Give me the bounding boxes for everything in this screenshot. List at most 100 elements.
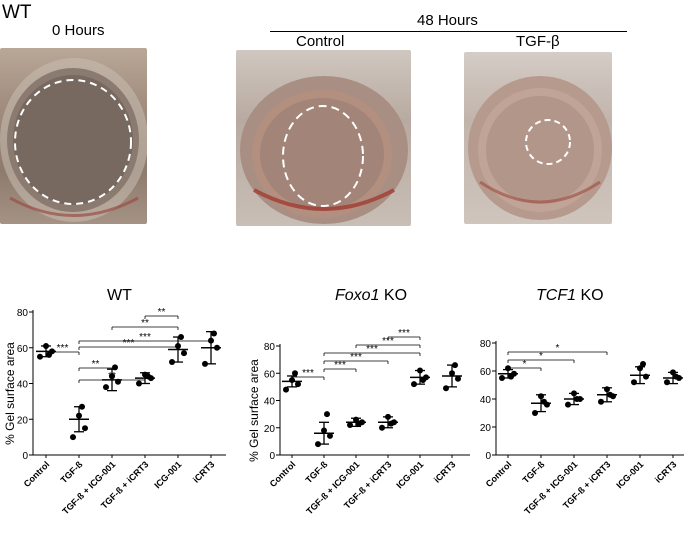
chart3-sig-label-1: * xyxy=(539,351,543,362)
chart1-point-0-3 xyxy=(46,351,52,358)
chart1-ytick-label-0: 0 xyxy=(22,451,28,462)
bracket-48-hours xyxy=(270,31,627,32)
chart2-ytick-label-0: 0 xyxy=(269,451,275,462)
chart1-point-4-0 xyxy=(169,359,175,366)
chart1-ytick-label-2: 40 xyxy=(17,380,29,391)
chart3-point-3-0 xyxy=(598,398,604,405)
chart2-point-5-3 xyxy=(452,362,458,369)
photo-0-hours xyxy=(0,48,147,224)
chart3-point-1-0 xyxy=(532,410,538,416)
chart1-point-1-3 xyxy=(79,403,85,410)
chart2-point-4-3 xyxy=(420,377,426,384)
chart1-sig-label-3: *** xyxy=(123,338,135,349)
chart1-point-5-3 xyxy=(211,330,217,337)
chart2-point-1-2 xyxy=(321,427,327,434)
chart1-sig-label-5: ** xyxy=(141,318,149,329)
chart2-point-2-0 xyxy=(347,422,353,429)
chart2-sig-label-4: *** xyxy=(382,336,394,347)
chart3-point-1-2 xyxy=(538,393,544,400)
chart3-point-4-2 xyxy=(637,365,643,372)
chart1-point-2-0 xyxy=(103,384,109,391)
chart2-ytick-label-1: 20 xyxy=(264,424,276,435)
chart1-xtick-label-4: ICG-001 xyxy=(152,459,183,490)
chart2-point-0-3 xyxy=(292,370,298,377)
chart1-point-1-2 xyxy=(76,412,82,419)
chart-title-wt: WT xyxy=(107,287,132,305)
chart1-ytick-label-1: 20 xyxy=(17,415,29,426)
chart3-point-5-2 xyxy=(670,369,676,376)
chart2-sig-label-0: *** xyxy=(302,368,314,379)
chart2-point-3-2 xyxy=(385,413,391,420)
chart3-ytick-label-4: 80 xyxy=(480,339,492,350)
photo-tgf-48h xyxy=(464,52,612,224)
chart2-sig-label-1: *** xyxy=(334,360,346,371)
chart3-point-4-1 xyxy=(643,373,649,380)
chart2-point-5-1 xyxy=(455,375,461,382)
chart3-ytick-label-3: 60 xyxy=(480,367,492,378)
chart2-point-1-3 xyxy=(324,411,330,418)
chart1-point-0-0 xyxy=(37,353,43,360)
chart3-ytick-label-0: 0 xyxy=(485,451,491,462)
chart1-ylabel: % Gel surface area xyxy=(3,342,17,445)
chart-title-foxo1-text: KO xyxy=(383,287,408,304)
chart1-sig-label-0: *** xyxy=(57,343,69,354)
chart1-point-4-2 xyxy=(175,342,181,349)
well-image-control xyxy=(240,76,408,224)
chart2-point-4-2 xyxy=(417,367,423,374)
chart1-xtick-label-0: Control xyxy=(22,459,52,489)
chart3-point-0-3 xyxy=(508,373,514,380)
chart1-xtick-label-1: TGF-ß xyxy=(59,459,85,485)
chart3-sig-label-0: * xyxy=(523,359,527,370)
chart2-xtick-label-0: Control xyxy=(268,459,298,489)
chart3-point-2-0 xyxy=(565,401,571,408)
chart3-point-2-2 xyxy=(571,390,577,397)
chart3-point-2-3 xyxy=(574,396,580,402)
chart2-point-3-0 xyxy=(379,424,385,431)
chart1-sig-label-2: ** xyxy=(108,371,116,382)
chart2-ytick-label-4: 80 xyxy=(264,342,276,353)
chart1-point-2-2 xyxy=(109,373,115,380)
chart2-point-3-3 xyxy=(388,420,394,427)
chart2-xtick-label-4: ICG-001 xyxy=(394,459,425,490)
chart3-point-4-0 xyxy=(631,379,637,386)
chart-title-tcf1-text: KO xyxy=(580,287,604,304)
chart-title-tcf1-gene: TCF1 xyxy=(536,287,576,304)
chart1-point-3-0 xyxy=(136,380,142,387)
chart2-point-2-3 xyxy=(356,420,362,427)
chart2-point-0-1 xyxy=(295,381,301,388)
chart1-point-5-1 xyxy=(214,344,220,351)
panel-label-wt: WT xyxy=(2,2,32,23)
chart1-ytick-label-4: 80 xyxy=(17,308,29,319)
chart2-xtick-label-5: iCRT3 xyxy=(432,459,457,484)
chart3-xtick-label-5: iCRT3 xyxy=(653,459,678,484)
chart2-sig-label-5: *** xyxy=(398,328,410,339)
chart2-ytick-label-3: 60 xyxy=(264,369,276,380)
well-image-tgf xyxy=(468,76,612,220)
chart-title-foxo1: Foxo1 KO xyxy=(335,287,407,305)
chart2-point-5-2 xyxy=(449,370,455,377)
photo-control-48h xyxy=(236,50,411,226)
chart1-point-0-2 xyxy=(43,342,49,349)
chart3-point-5-0 xyxy=(664,379,670,386)
chart1-point-3-3 xyxy=(145,373,151,380)
chart3-point-5-3 xyxy=(673,373,679,380)
chart2-ylabel: % Gel surface area xyxy=(247,359,261,462)
chart2-ytick-label-2: 40 xyxy=(264,397,276,408)
chart1-point-5-0 xyxy=(202,360,208,367)
chart3-point-3-2 xyxy=(604,386,610,393)
chart3-xtick-label-1: TGF-ß xyxy=(521,459,547,485)
chart2-point-1-0 xyxy=(315,441,321,448)
chart1-xtick-label-5: iCRT3 xyxy=(191,459,216,484)
chart2-point-0-2 xyxy=(289,377,295,384)
chart2-sig-label-3: *** xyxy=(366,344,378,355)
chart3-point-4-3 xyxy=(640,361,646,367)
chart1-sig-label-4: *** xyxy=(139,332,151,343)
chart1-sig-label-1: ** xyxy=(92,359,100,370)
chart1-point-1-1 xyxy=(82,425,88,432)
chart-title-wt-text: WT xyxy=(107,287,132,304)
chart-title-tcf1: TCF1 KO xyxy=(536,287,604,305)
chart3-ytick-label-2: 40 xyxy=(480,395,492,406)
chart1-point-4-3 xyxy=(178,334,184,341)
chart1-ytick-label-3: 60 xyxy=(17,344,29,355)
